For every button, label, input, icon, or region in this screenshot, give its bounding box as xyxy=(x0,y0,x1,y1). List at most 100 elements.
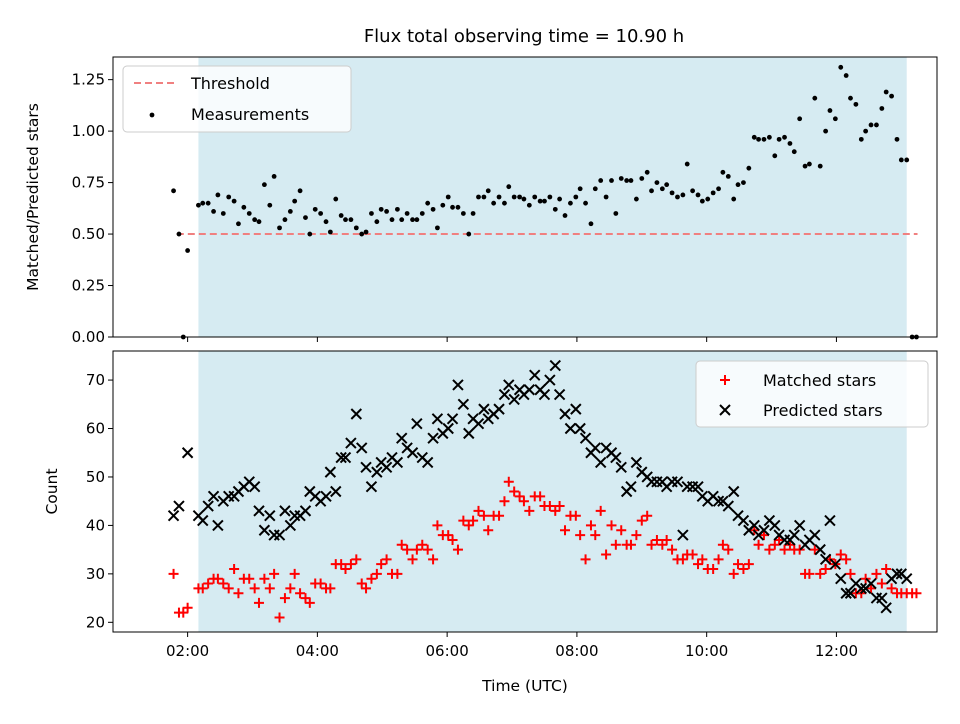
matched-star-marker xyxy=(351,554,362,565)
predicted-star-marker xyxy=(748,519,760,532)
predicted-star-marker xyxy=(421,456,434,469)
matched-star-marker xyxy=(396,539,407,550)
measurement-point xyxy=(716,186,721,192)
matched-star-marker xyxy=(758,530,769,541)
matched-star-marker xyxy=(218,578,229,589)
measurement-point xyxy=(731,196,737,202)
measurement-point xyxy=(751,134,757,140)
measurement-point xyxy=(323,219,329,225)
predicted-star-marker xyxy=(809,529,821,541)
y-tick-label: 60 xyxy=(86,420,105,438)
measurement-point xyxy=(271,174,277,179)
x-tick-label: 10:00 xyxy=(685,642,728,660)
measurement-point xyxy=(287,209,293,214)
measurement-point xyxy=(761,136,767,142)
matched-star-marker xyxy=(392,568,403,579)
measurement-point xyxy=(827,108,833,113)
measurement-point xyxy=(303,215,308,220)
measurement-point xyxy=(573,194,579,200)
measurement-point xyxy=(817,163,823,169)
matched-star-marker xyxy=(182,602,193,613)
matched-star-marker xyxy=(794,544,805,555)
measurement-point xyxy=(200,200,206,206)
measurement-point xyxy=(410,217,415,223)
matched-star-marker xyxy=(606,520,617,531)
measurement-point xyxy=(318,211,324,216)
measurement-point xyxy=(348,217,354,223)
measurement-point xyxy=(787,141,793,146)
legend-matched-label: Matched stars xyxy=(763,371,876,390)
predicted-star-marker xyxy=(253,505,265,517)
matched-star-marker xyxy=(259,573,270,584)
matched-star-marker xyxy=(738,564,749,575)
legend-threshold-label: Threshold xyxy=(190,74,270,93)
measurement-point xyxy=(853,101,859,107)
measurement-point xyxy=(215,192,221,198)
measurement-point xyxy=(292,198,298,204)
predicted-star-marker xyxy=(589,442,601,454)
matched-star-marker xyxy=(295,588,306,599)
measurement-point xyxy=(588,221,594,227)
measurement-point xyxy=(766,134,772,140)
matched-star-marker xyxy=(499,496,510,507)
predicted-star-marker xyxy=(339,451,352,464)
predicted-star-marker xyxy=(840,587,852,599)
matched-star-marker xyxy=(371,568,382,579)
matched-star-marker xyxy=(610,539,621,550)
measurement-point xyxy=(211,209,216,214)
measurement-point xyxy=(633,196,639,202)
x-tick-label: 02:00 xyxy=(166,642,209,660)
measurement-point xyxy=(220,211,226,216)
legend-measurements-swatch xyxy=(149,112,155,118)
measurement-point xyxy=(185,248,191,253)
matched-star-marker xyxy=(285,583,296,594)
measurement-point xyxy=(705,196,711,202)
measurement-point xyxy=(868,122,874,128)
predicted-star-marker xyxy=(411,417,423,430)
measurement-point xyxy=(577,186,583,192)
matched-star-marker xyxy=(458,515,469,526)
predicted-star-marker xyxy=(452,379,464,391)
measurement-point xyxy=(776,136,782,142)
measurement-point xyxy=(838,64,844,70)
matched-star-marker xyxy=(447,534,458,545)
matched-star-marker xyxy=(264,583,275,594)
measurement-point xyxy=(874,122,879,128)
matched-star-marker xyxy=(223,583,234,594)
measurement-point xyxy=(378,206,384,212)
matched-star-marker xyxy=(518,496,529,507)
measurement-point xyxy=(196,202,201,208)
measurement-point xyxy=(425,200,431,206)
measurement-point xyxy=(898,157,904,163)
matched-star-marker xyxy=(315,578,326,589)
matched-star-marker xyxy=(764,544,775,555)
measurement-point xyxy=(791,149,797,155)
predicted-star-marker xyxy=(692,480,704,493)
measurement-point xyxy=(205,200,211,206)
measurement-point xyxy=(843,73,849,78)
matched-star-marker xyxy=(452,544,463,555)
measurement-point xyxy=(628,178,634,183)
matched-star-marker xyxy=(340,564,351,575)
measurement-point xyxy=(598,178,604,183)
matched-star-marker xyxy=(820,564,831,575)
predicted-star-marker xyxy=(273,529,286,541)
y-tick-label: 0.25 xyxy=(72,277,105,295)
measurement-point xyxy=(797,116,803,122)
measurement-point xyxy=(399,217,405,223)
measurement-point xyxy=(725,174,731,179)
predicted-star-marker xyxy=(396,432,408,444)
predicted-star-marker xyxy=(181,447,194,459)
axes-frame xyxy=(112,56,938,338)
predicted-star-marker xyxy=(855,582,868,595)
predicted-star-marker xyxy=(258,524,271,536)
matched-star-marker xyxy=(422,544,433,555)
matched-star-marker xyxy=(708,564,719,575)
matched-star-marker xyxy=(651,534,662,545)
measurement-point xyxy=(592,186,598,192)
matched-star-marker xyxy=(687,549,698,560)
matched-star-marker xyxy=(407,554,418,565)
predicted-star-marker xyxy=(299,505,312,517)
measurement-point xyxy=(802,163,808,169)
measurement-point xyxy=(369,211,374,216)
